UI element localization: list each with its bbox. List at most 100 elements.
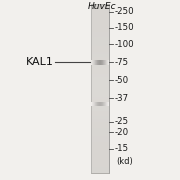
Bar: [91, 156, 109, 159]
Bar: [102, 60, 103, 65]
Text: -100: -100: [114, 40, 134, 49]
Bar: [105, 102, 106, 106]
Bar: [91, 66, 109, 68]
Bar: [91, 100, 109, 102]
Bar: [91, 142, 109, 145]
Bar: [95, 102, 96, 106]
Bar: [91, 128, 109, 130]
Bar: [91, 40, 109, 43]
Bar: [91, 161, 109, 164]
Bar: [91, 111, 109, 114]
Bar: [99, 60, 100, 65]
Bar: [98, 60, 99, 65]
Bar: [91, 150, 109, 153]
Bar: [94, 102, 95, 106]
Bar: [91, 35, 109, 37]
Bar: [107, 60, 108, 65]
Bar: [91, 125, 109, 128]
Bar: [91, 68, 109, 71]
Bar: [91, 49, 109, 51]
Bar: [91, 21, 109, 23]
Bar: [91, 60, 92, 65]
Bar: [91, 71, 109, 74]
Bar: [91, 145, 109, 147]
Bar: [91, 91, 109, 94]
Bar: [91, 63, 109, 66]
Bar: [103, 60, 104, 65]
Bar: [108, 60, 109, 65]
Bar: [91, 9, 109, 12]
Text: HuvEc: HuvEc: [87, 2, 116, 11]
Bar: [91, 102, 92, 106]
Bar: [102, 102, 103, 106]
Bar: [91, 108, 109, 111]
Bar: [91, 57, 109, 60]
Bar: [97, 60, 98, 65]
Text: (kd): (kd): [116, 157, 133, 166]
Bar: [93, 60, 94, 65]
Text: -15: -15: [114, 144, 128, 153]
Bar: [91, 60, 109, 63]
Bar: [91, 32, 109, 35]
Bar: [91, 46, 109, 49]
Bar: [96, 60, 97, 65]
Bar: [91, 85, 109, 88]
Bar: [93, 102, 94, 106]
Bar: [104, 102, 105, 106]
Bar: [96, 102, 97, 106]
Bar: [91, 12, 109, 15]
Bar: [91, 4, 109, 173]
Bar: [91, 97, 109, 100]
Bar: [91, 6, 109, 9]
Bar: [105, 60, 106, 65]
Bar: [104, 60, 105, 65]
Bar: [92, 102, 93, 106]
Bar: [106, 102, 107, 106]
Bar: [91, 51, 109, 54]
Bar: [91, 119, 109, 122]
Bar: [91, 74, 109, 77]
Bar: [91, 88, 109, 91]
Text: -250: -250: [114, 7, 134, 16]
Bar: [98, 102, 99, 106]
Bar: [94, 102, 95, 106]
Bar: [103, 102, 104, 106]
Bar: [107, 102, 108, 106]
Bar: [97, 102, 98, 106]
Bar: [91, 15, 109, 18]
Text: KAL1: KAL1: [26, 57, 53, 67]
Bar: [95, 60, 96, 65]
Bar: [91, 114, 109, 116]
Bar: [92, 60, 93, 65]
Bar: [91, 170, 109, 173]
Bar: [99, 102, 100, 106]
Bar: [91, 147, 109, 150]
Bar: [100, 102, 101, 106]
Bar: [91, 105, 109, 108]
Bar: [91, 23, 109, 26]
Bar: [91, 37, 109, 40]
Bar: [91, 159, 109, 161]
Bar: [91, 116, 109, 119]
Bar: [91, 164, 109, 167]
Bar: [91, 54, 109, 57]
Bar: [91, 43, 109, 46]
Bar: [101, 60, 102, 65]
Bar: [91, 94, 109, 97]
Bar: [101, 102, 102, 106]
Bar: [91, 77, 109, 80]
Bar: [100, 60, 101, 65]
Bar: [91, 4, 109, 6]
Bar: [94, 60, 95, 65]
Text: -150: -150: [114, 23, 134, 32]
Bar: [103, 60, 104, 65]
Text: -37: -37: [114, 94, 128, 103]
Bar: [103, 102, 104, 106]
Bar: [91, 139, 109, 142]
Bar: [91, 136, 109, 139]
Bar: [91, 130, 109, 133]
Bar: [94, 60, 95, 65]
Bar: [91, 153, 109, 156]
Bar: [91, 4, 109, 173]
Text: -75: -75: [114, 58, 128, 67]
